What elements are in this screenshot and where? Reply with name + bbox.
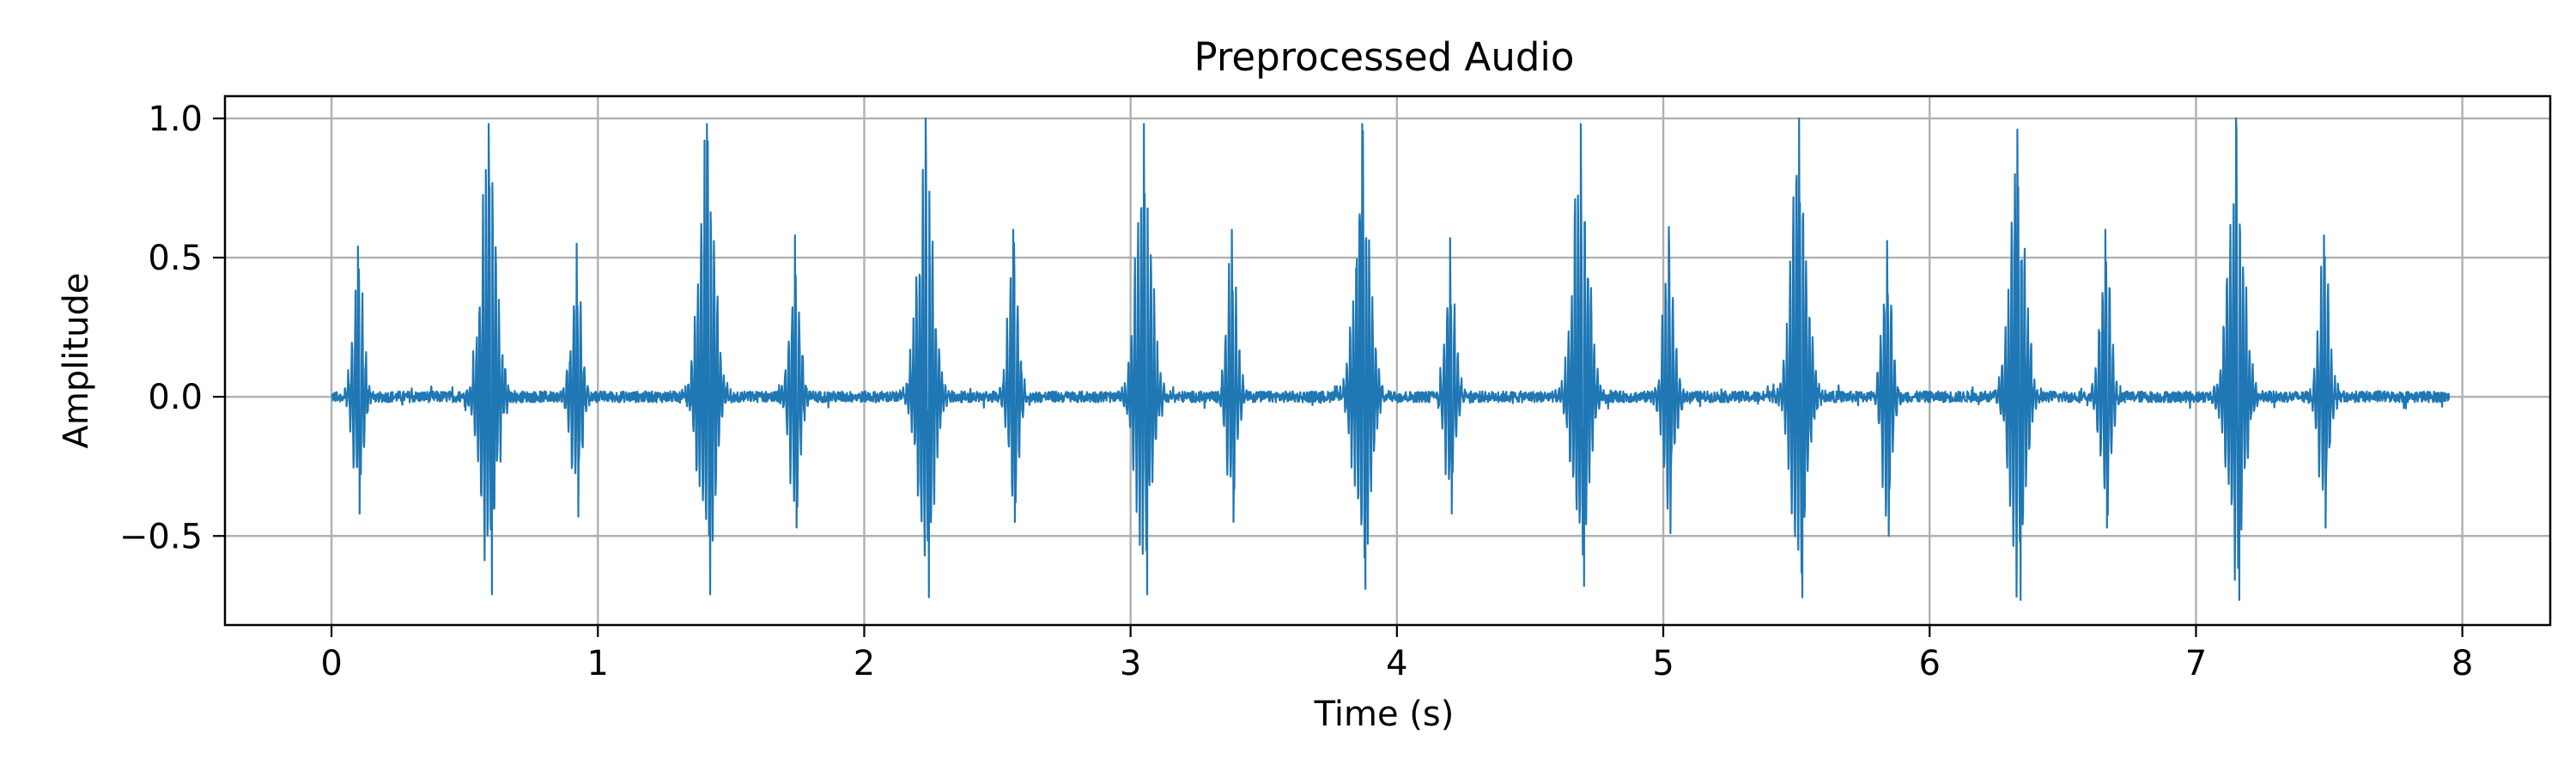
x-tick-label: 5 bbox=[1652, 644, 1674, 683]
y-tick-label: 0.0 bbox=[148, 378, 203, 417]
waveform-line bbox=[331, 117, 2451, 601]
x-tick-label: 2 bbox=[854, 644, 875, 683]
x-axis: 0 1 2 3 4 5 6 7 8 bbox=[320, 625, 2473, 683]
x-tick-label: 3 bbox=[1120, 644, 1141, 683]
y-tick-label: 1.0 bbox=[148, 100, 203, 139]
chart-title: Preprocessed Audio bbox=[1194, 34, 1575, 80]
plot-area bbox=[331, 117, 2451, 601]
x-tick-label: 4 bbox=[1386, 644, 1407, 683]
x-tick-label: 7 bbox=[2185, 644, 2207, 683]
x-tick-label: 8 bbox=[2451, 644, 2473, 683]
x-tick-label: 1 bbox=[587, 644, 609, 683]
y-axis-label: Amplitude bbox=[57, 273, 96, 449]
y-tick-label: −0.5 bbox=[119, 517, 203, 556]
y-tick-label: 0.5 bbox=[148, 239, 203, 278]
axes-frame bbox=[223, 94, 2552, 627]
x-tick-label: 0 bbox=[320, 644, 342, 683]
y-axis: −0.5 0.0 0.5 1.0 bbox=[119, 100, 225, 556]
x-axis-label: Time (s) bbox=[1314, 695, 1455, 734]
x-tick-label: 6 bbox=[1919, 644, 1941, 683]
